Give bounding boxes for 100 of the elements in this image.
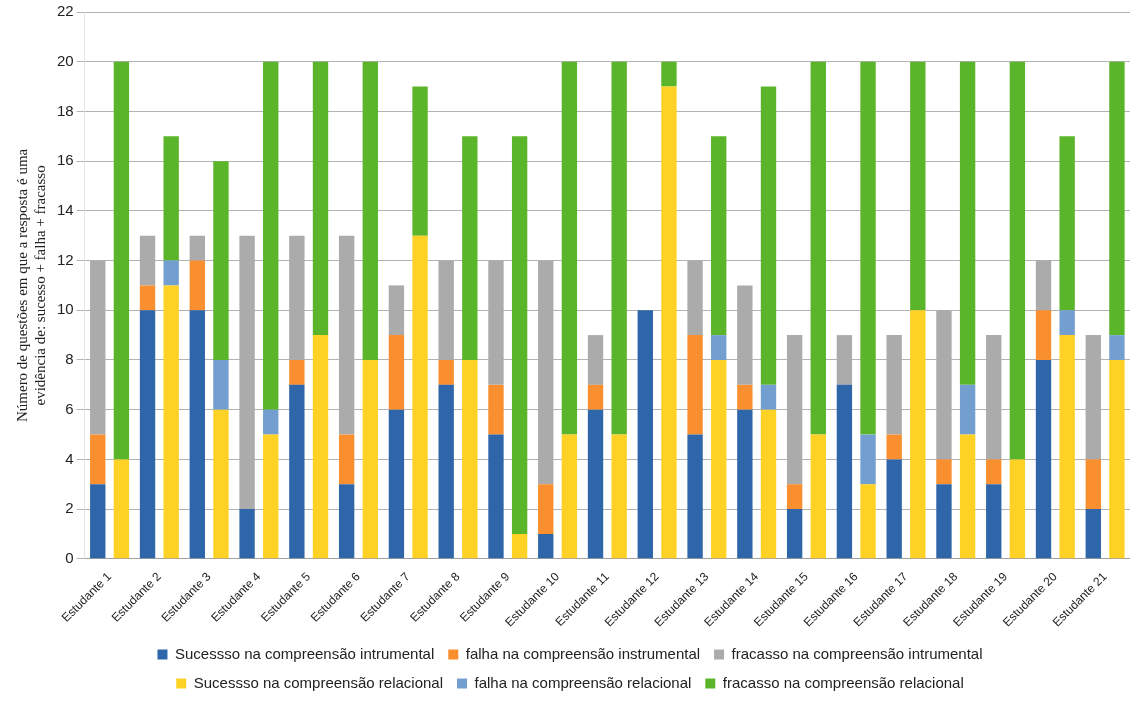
y-tick-label: 16	[57, 151, 74, 169]
bar	[412, 86, 428, 236]
bar	[338, 434, 355, 485]
bar	[362, 61, 378, 360]
legend-label: fracasso na compreensão intrumental	[731, 644, 983, 662]
bar	[611, 61, 627, 435]
y-tick-label: 12	[57, 250, 74, 268]
bar	[1035, 359, 1052, 559]
bar	[711, 359, 727, 559]
bar	[810, 61, 826, 435]
bar	[1059, 310, 1075, 336]
bar	[338, 484, 355, 559]
bar	[488, 434, 504, 559]
y-tick-label: 18	[57, 101, 74, 119]
bar	[959, 61, 976, 385]
bar	[538, 533, 554, 559]
bar	[860, 484, 876, 559]
bar	[388, 335, 405, 410]
bar	[213, 359, 229, 410]
y-tick-label: 2	[65, 499, 74, 517]
bar	[959, 434, 976, 559]
bar	[760, 384, 777, 410]
bar	[737, 384, 753, 410]
bar	[1109, 335, 1125, 360]
bar	[1059, 335, 1075, 559]
bar	[910, 310, 926, 559]
bar	[189, 260, 205, 311]
bar	[312, 61, 329, 336]
bar	[113, 459, 130, 559]
bar	[936, 459, 952, 485]
bar	[986, 459, 1002, 485]
bar	[412, 235, 428, 559]
bar	[886, 459, 902, 559]
bar	[263, 61, 279, 410]
bar	[1109, 61, 1125, 336]
bar	[1059, 136, 1075, 311]
legend-label: fracasso na compreensão relacional	[722, 673, 964, 691]
bar	[637, 310, 653, 559]
bar	[1109, 359, 1125, 559]
y-tick-label: 20	[57, 51, 74, 69]
bar	[1085, 509, 1101, 559]
bar	[189, 310, 205, 559]
bar	[936, 484, 952, 559]
bar	[1009, 459, 1026, 559]
y-tick-label: 22	[57, 2, 74, 20]
bar	[959, 384, 976, 435]
bar	[462, 359, 478, 559]
bar	[163, 136, 179, 261]
bar	[511, 136, 528, 534]
bar	[213, 409, 229, 559]
legend-label: Sucessso na compreensão relacional	[193, 673, 444, 691]
bar	[711, 136, 727, 336]
bar	[986, 484, 1002, 559]
bar	[886, 434, 902, 460]
legend-label: Sucessso na compreensão intrumental	[174, 644, 435, 662]
bar	[289, 359, 305, 385]
bar	[1009, 61, 1026, 460]
bar	[139, 310, 156, 559]
bar	[687, 434, 703, 559]
bar	[711, 335, 727, 360]
bar	[587, 384, 604, 410]
bar	[163, 260, 179, 286]
y-tick-label: 6	[65, 399, 74, 417]
bar	[661, 86, 677, 559]
bar	[760, 409, 777, 559]
bar	[289, 384, 305, 559]
y-tick-label: 14	[57, 200, 74, 218]
bar	[737, 409, 753, 559]
bar	[213, 161, 229, 360]
bar	[786, 484, 803, 510]
bar	[1035, 310, 1052, 360]
bar	[836, 384, 853, 559]
bar	[687, 335, 703, 435]
legend-label: falha na compreensão relacional	[474, 673, 692, 691]
bar	[561, 61, 578, 435]
bar	[611, 434, 627, 559]
bar	[263, 409, 279, 435]
y-tick-label: 10	[57, 300, 74, 318]
bar	[312, 335, 329, 559]
y-tick-label: 8	[65, 350, 74, 368]
y-axis-title: Número de questões em que a resposta é uma evidência de: sucesso + falha + fracasso	[13, 148, 48, 423]
bar	[239, 509, 255, 559]
bar	[561, 434, 578, 559]
bar	[113, 61, 130, 460]
legend-label: falha na compreensão instrumental	[465, 644, 701, 662]
bar	[760, 86, 777, 385]
bar	[90, 434, 106, 485]
bar	[139, 285, 156, 311]
bar	[438, 359, 454, 385]
bar	[263, 434, 279, 559]
bar	[388, 409, 405, 559]
y-tick-label: 0	[65, 548, 74, 566]
bar	[462, 136, 478, 360]
bar	[661, 61, 677, 87]
bar	[90, 484, 106, 559]
bar	[786, 509, 803, 559]
bar	[860, 61, 876, 435]
bar	[163, 285, 179, 559]
bar	[910, 61, 926, 311]
bar	[438, 384, 454, 559]
